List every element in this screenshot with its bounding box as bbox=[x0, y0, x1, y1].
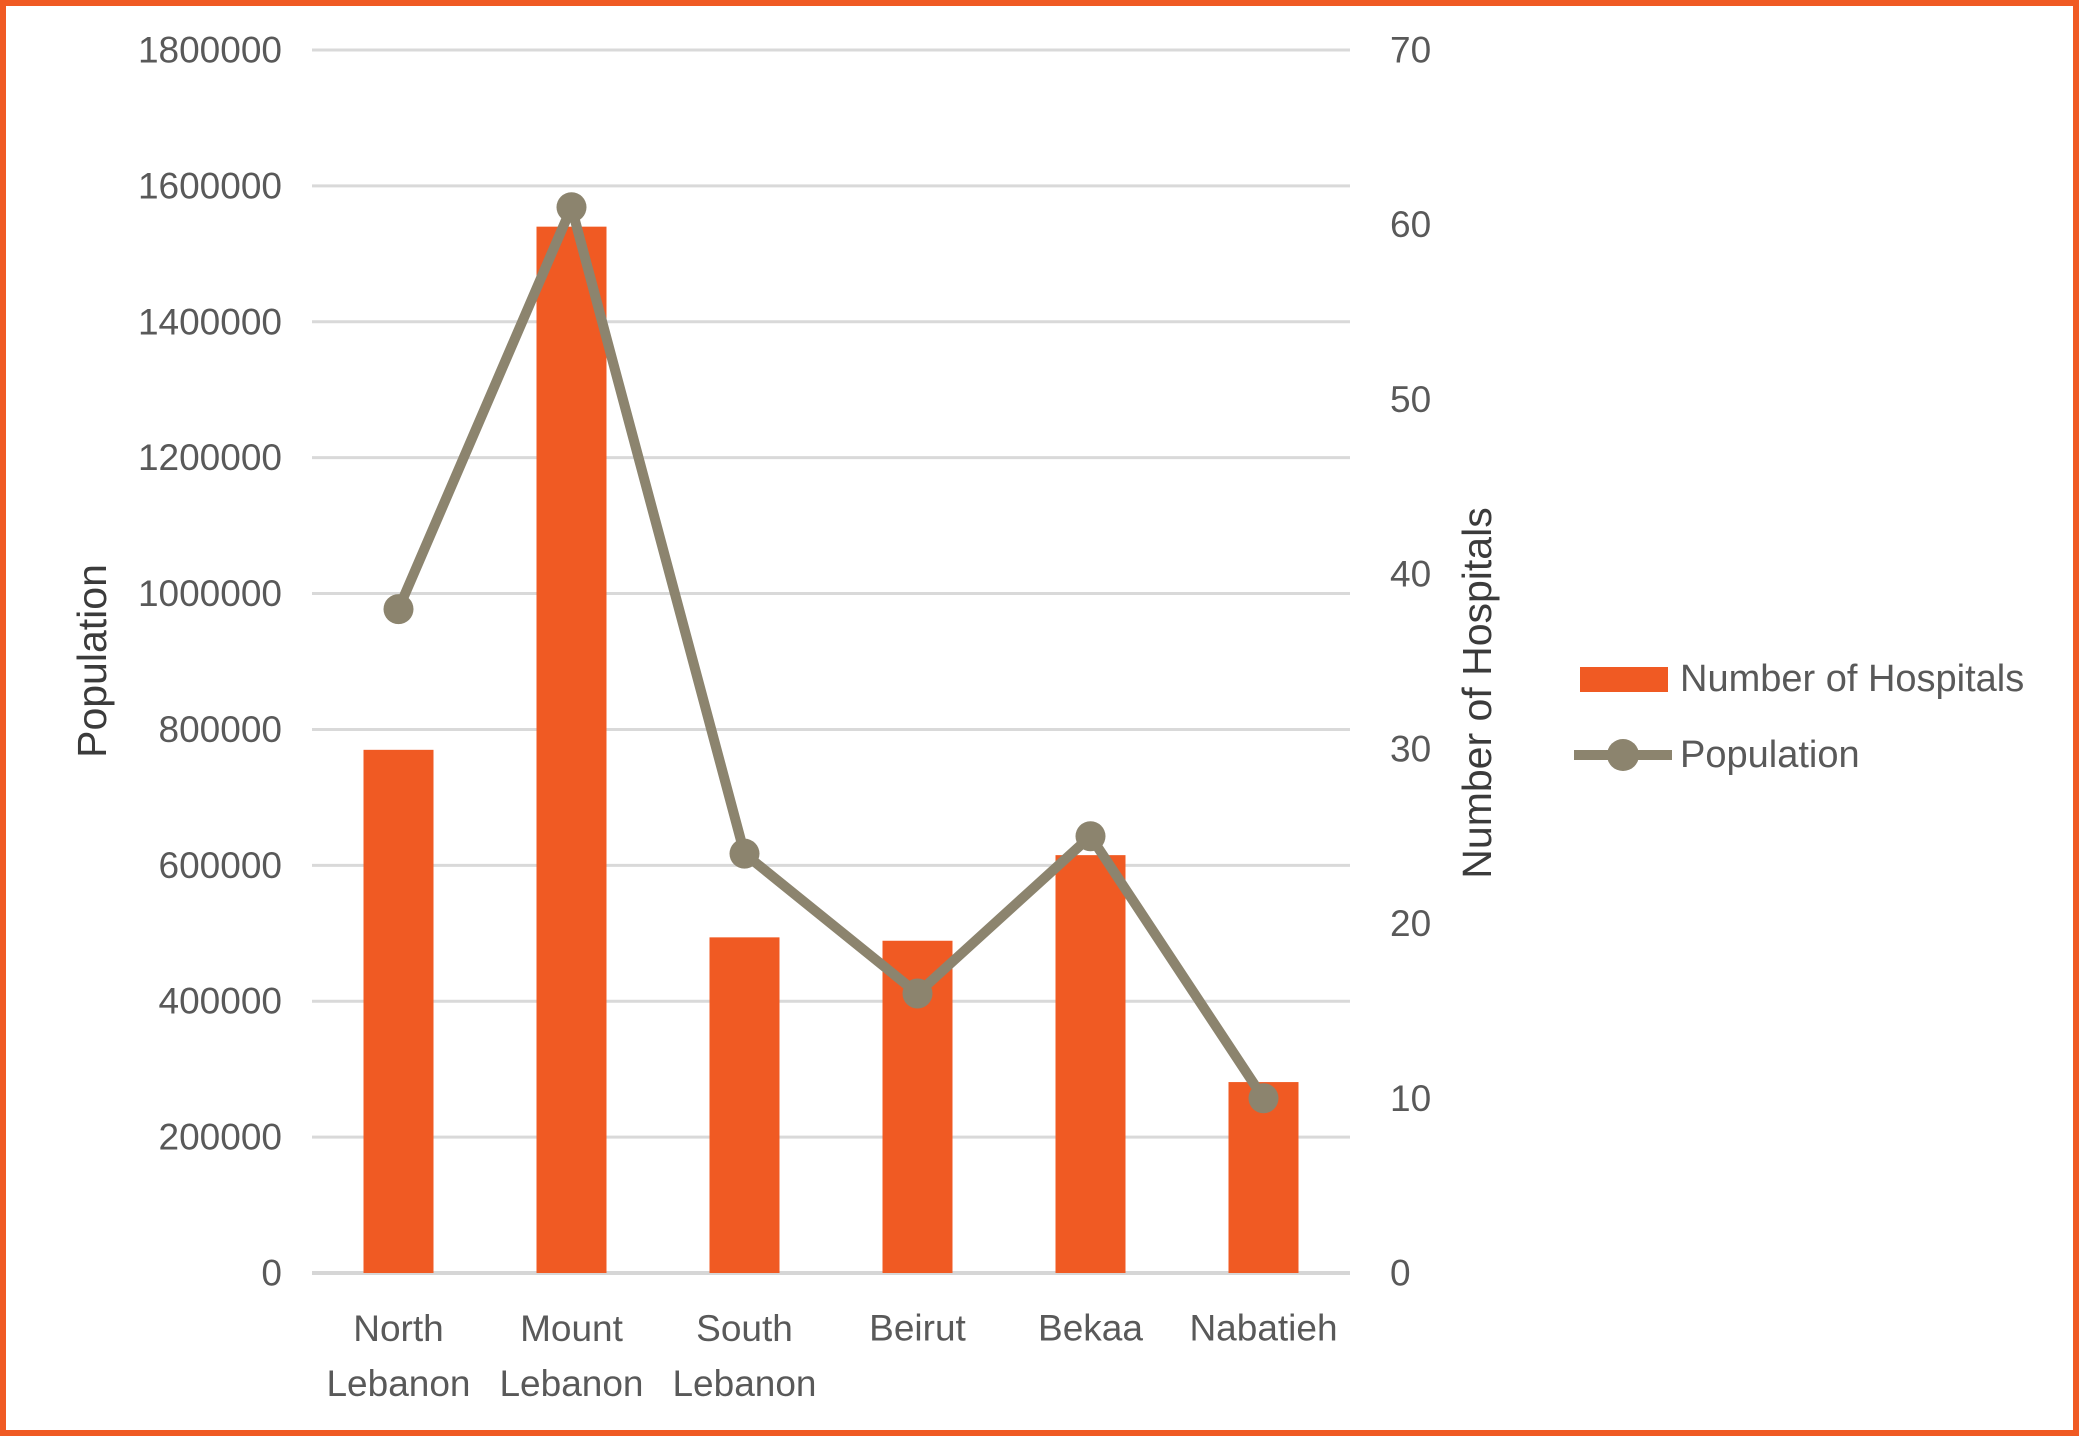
left-axis-title: Population bbox=[69, 564, 115, 758]
legend-line-marker-icon bbox=[1607, 739, 1639, 771]
bar-nabatieh bbox=[1228, 1082, 1299, 1273]
left-axis-tick: 1400000 bbox=[138, 301, 282, 342]
left-axis-tick: 1600000 bbox=[138, 165, 282, 206]
right-axis-tick: 60 bbox=[1390, 204, 1431, 245]
left-axis-tick: 800000 bbox=[159, 709, 282, 750]
right-axis-tick: 70 bbox=[1390, 30, 1431, 71]
marker-mount-lebanon bbox=[556, 192, 587, 223]
left-axis-ticks: 0 200000 400000 600000 800000 1000000 1200000 1… bbox=[138, 30, 282, 1294]
left-axis-tick: 200000 bbox=[159, 1117, 282, 1158]
x-axis-label-nabatieh: Nabatieh bbox=[1189, 1308, 1337, 1349]
x-axis-label-beirut: Beirut bbox=[869, 1308, 966, 1349]
gridlines bbox=[312, 48, 1350, 1139]
right-axis-ticks: 0 10 20 30 40 50 60 70 bbox=[1390, 30, 1431, 1294]
left-axis-tick: 1000000 bbox=[138, 573, 282, 614]
bar-north-lebanon bbox=[363, 749, 434, 1273]
right-axis-tick: 0 bbox=[1390, 1253, 1411, 1294]
x-axis-label-south-lebanon: South Lebanon bbox=[672, 1308, 816, 1404]
x-axis-label-north-lebanon: North Lebanon bbox=[326, 1308, 470, 1404]
marker-north-lebanon bbox=[383, 594, 414, 625]
left-axis-tick: 1200000 bbox=[138, 437, 282, 478]
bar-series bbox=[363, 226, 1299, 1274]
right-axis-tick: 20 bbox=[1390, 903, 1431, 944]
marker-bekaa bbox=[1075, 821, 1106, 852]
legend-bar-swatch-icon bbox=[1580, 667, 1668, 692]
left-axis-tick: 600000 bbox=[159, 845, 282, 886]
left-axis-tick: 0 bbox=[261, 1253, 282, 1294]
left-axis-tick: 400000 bbox=[159, 981, 282, 1022]
marker-beirut bbox=[902, 978, 933, 1009]
right-axis-tick: 10 bbox=[1390, 1078, 1431, 1119]
right-axis-tick: 30 bbox=[1390, 728, 1431, 769]
line-series-population bbox=[393, 202, 1269, 1104]
right-axis-tick: 40 bbox=[1390, 554, 1431, 595]
x-axis-label-bekaa: Bekaa bbox=[1038, 1308, 1143, 1349]
legend-label-number-of-hospitals: Number of Hospitals bbox=[1680, 658, 2024, 700]
legend-item-population: Population bbox=[1574, 734, 1860, 776]
marker-nabatieh bbox=[1248, 1083, 1279, 1114]
left-axis-tick: 1800000 bbox=[138, 30, 282, 71]
bar-mount-lebanon bbox=[536, 226, 607, 1274]
bar-south-lebanon bbox=[709, 937, 780, 1273]
bar-bekaa bbox=[1055, 855, 1126, 1273]
legend: Number of Hospitals Population bbox=[1574, 658, 2024, 776]
x-axis-labels: North Lebanon Mount Lebanon South Lebanon Beir… bbox=[326, 1308, 1337, 1404]
line-markers bbox=[383, 192, 1279, 1114]
legend-item-number-of-hospitals: Number of Hospitals bbox=[1580, 658, 2024, 700]
right-axis-title: Number of Hospitals bbox=[1454, 507, 1500, 878]
x-axis-label-mount-lebanon: Mount Lebanon bbox=[499, 1308, 643, 1404]
legend-label-population: Population bbox=[1680, 734, 1860, 776]
marker-south-lebanon bbox=[729, 838, 760, 869]
right-axis-tick: 50 bbox=[1390, 379, 1431, 420]
